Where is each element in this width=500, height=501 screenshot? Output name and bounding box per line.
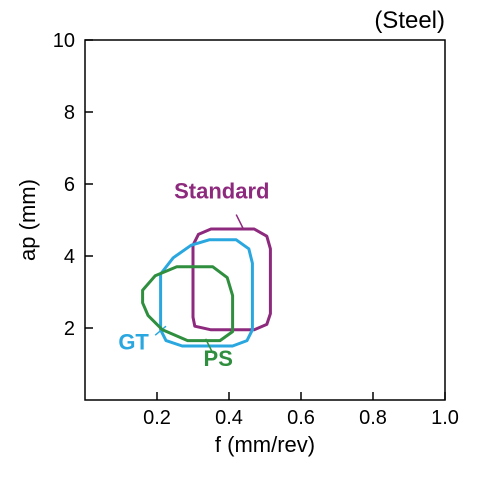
y-tick-label: 8 [64,102,75,124]
x-tick-label: 0.6 [287,407,315,429]
series-label-standard: Standard [174,178,269,203]
x-tick-label: 0.4 [215,407,243,429]
y-tick-label: 4 [64,246,75,268]
x-axis-title: f (mm/rev) [215,432,315,457]
x-tick-label: 0.8 [359,407,387,429]
chart-container: 0.2 0.4 0.6 0.8 1.0 2 4 6 8 10 f (mm/rev) ap (mm) (S… [0,0,500,501]
x-tick-label: 0.2 [143,407,171,429]
y-tick-label: 6 [64,174,75,196]
y-tick-label: 10 [53,30,75,52]
x-tick-label: 1.0 [431,407,459,429]
corner-label: (Steel) [374,7,445,34]
y-axis-title: ap (mm) [15,179,40,261]
series-label-gt: GT [118,330,149,355]
y-tick-label: 2 [64,318,75,340]
leader-standard [236,215,243,229]
chart-svg: 0.2 0.4 0.6 0.8 1.0 2 4 6 8 10 f (mm/rev) ap (mm) (S… [0,0,500,501]
series-label-ps: PS [204,346,233,371]
